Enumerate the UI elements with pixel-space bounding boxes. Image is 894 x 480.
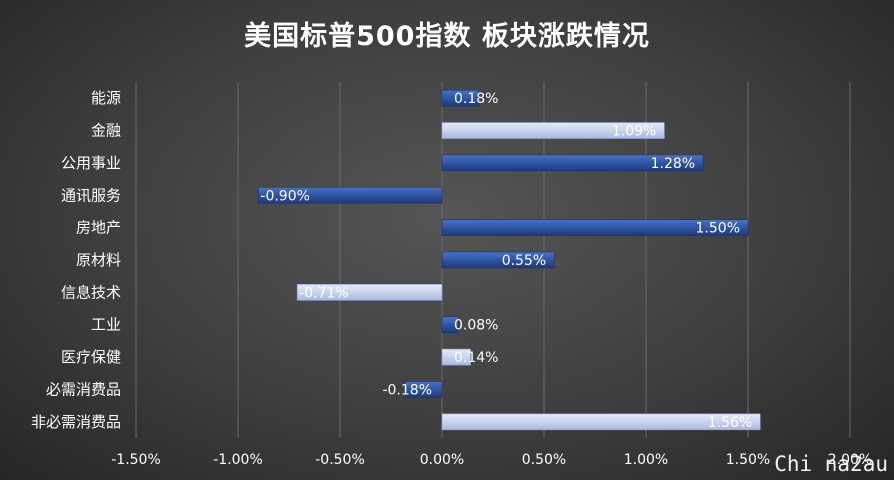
category-label: 能源	[91, 89, 121, 107]
category-label: 原材料	[76, 251, 121, 269]
bars	[258, 89, 761, 431]
chart-title: 美国标普500指数 板块涨跌情况	[244, 21, 650, 52]
category-label: 非必需消费品	[31, 413, 121, 431]
bar	[441, 219, 749, 236]
data-label: 0.14%	[454, 350, 498, 366]
category-label: 通讯服务	[61, 186, 121, 204]
x-tick-label: 1.00%	[624, 452, 668, 468]
category-label: 工业	[91, 316, 121, 334]
data-label: 0.08%	[454, 318, 498, 334]
bar	[441, 154, 704, 172]
bar	[441, 413, 761, 431]
bar	[441, 89, 480, 107]
category-label: 信息技术	[61, 283, 121, 301]
x-tick-label: -1.50%	[111, 452, 161, 468]
x-tick-label: -1.00%	[213, 452, 263, 468]
x-tick-label: 0.50%	[522, 452, 566, 468]
category-label: 房地产	[76, 219, 121, 237]
bar	[258, 186, 443, 204]
data-label: 0.18%	[454, 91, 498, 107]
x-tick-label: 2.00%	[828, 452, 872, 468]
data-label: 1.50%	[696, 221, 740, 237]
category-label: 金融	[91, 122, 121, 140]
data-label: 1.28%	[651, 156, 695, 172]
data-label: -0.71%	[299, 285, 349, 301]
data-label: 1.56%	[708, 415, 752, 431]
bar	[441, 251, 555, 269]
category-label: 公用事业	[61, 154, 121, 172]
watermark-text: Chi na2au	[774, 452, 888, 476]
data-label: 0.55%	[502, 253, 546, 269]
bar	[441, 348, 471, 366]
bar	[404, 381, 443, 398]
data-label: -0.90%	[260, 188, 310, 204]
bar	[296, 284, 443, 301]
x-tick-label: 1.50%	[726, 452, 770, 468]
gridlines	[135, 82, 851, 438]
bar	[441, 316, 459, 334]
bar	[441, 122, 665, 139]
labels: -1.50% -1.00% -0.50% 0.00% 0.50% 1.00% 1.50% 2.…	[31, 89, 872, 468]
data-label: -0.18%	[382, 382, 432, 398]
x-tick-label: -0.50%	[315, 452, 365, 468]
x-tick-label: 0.00%	[420, 452, 464, 468]
category-label: 必需消费品	[46, 380, 121, 398]
data-label: 1.09%	[612, 124, 656, 140]
category-label: 医疗保健	[61, 348, 121, 366]
